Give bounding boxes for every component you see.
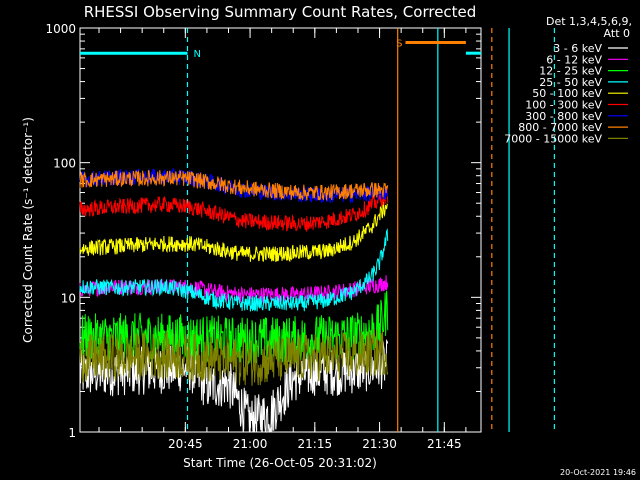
legend-entry-label: 12 - 25 keV <box>539 65 602 78</box>
annotation-label: S <box>396 39 402 50</box>
legend-entry-label: 25 - 50 keV <box>539 76 602 89</box>
y-axis-label: Corrected Count Rate (s⁻¹ detector⁻¹) <box>21 117 35 343</box>
series-line-3 <box>79 227 389 312</box>
chart-title: RHESSI Observing Summary Count Rates, Co… <box>84 3 477 21</box>
footer-timestamp: 20-Oct-2021 19:46 <box>560 468 636 477</box>
legend-header-line-1: Det 1,3,4,5,6,9, <box>546 15 632 28</box>
axis-ticks: 1 10 100 1000 20:45 21:00 21:15 21:30 21:45 <box>45 22 481 451</box>
x-tick-label: 21:15 <box>298 437 333 451</box>
legend-entry-label: 100 - 300 keV <box>525 99 602 112</box>
series-line-8 <box>79 329 389 386</box>
vertical-markers <box>186 28 555 432</box>
y-tick-label: 1 <box>68 426 76 440</box>
plot-frame <box>79 27 482 433</box>
y-tick-label: 100 <box>53 157 76 171</box>
series-line-7 <box>79 169 389 201</box>
legend-entry-label: 6 - 12 keV <box>546 53 602 66</box>
series-line-4 <box>79 201 389 263</box>
legend-header-line-2: Att 0 <box>604 27 630 40</box>
series-lines <box>79 167 389 433</box>
series-line-5 <box>79 188 389 232</box>
y-tick-label: 1000 <box>45 22 76 36</box>
x-tick-label: 21:30 <box>362 437 397 451</box>
legend-entry-label: 300 - 800 keV <box>525 110 602 123</box>
legend-entry-label: 50 - 100 keV <box>532 87 602 100</box>
x-tick-label: 21:45 <box>427 437 462 451</box>
y-tick-label: 10 <box>61 291 76 305</box>
legend-entry-label: 800 - 7000 keV <box>518 121 602 134</box>
annotation-label: N <box>193 49 200 60</box>
x-tick-label: 20:45 <box>168 437 203 451</box>
x-axis-label: Start Time (26-Oct-05 20:31:02) <box>183 456 377 470</box>
x-tick-label: 21:00 <box>233 437 268 451</box>
legend-entry-label: 7000 - 15000 keV <box>504 132 602 145</box>
annotation-bars: NS <box>80 39 481 60</box>
legend-entry-label: 3 - 6 keV <box>553 42 602 55</box>
